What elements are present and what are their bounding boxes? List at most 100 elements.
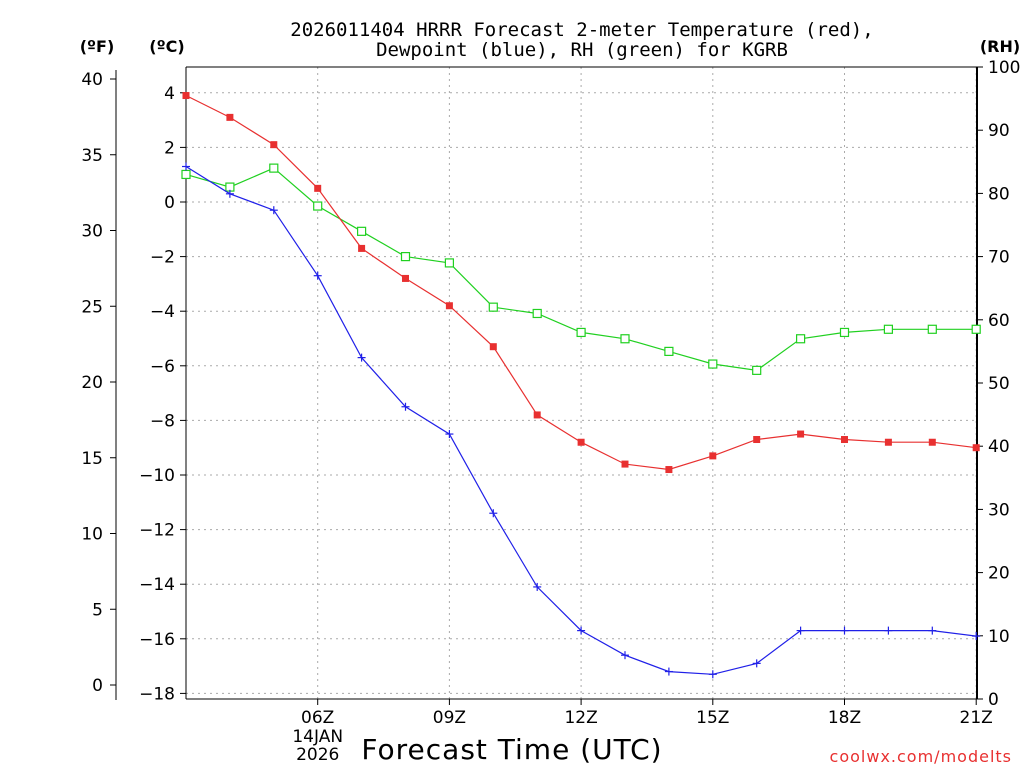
x-axis-label: Forecast Time (UTC) (361, 733, 662, 766)
chart-title-line-1: 2026011404 HRRR Forecast 2-meter Tempera… (290, 19, 873, 41)
rh-point (795, 334, 806, 344)
fahrenheit-tick-label: 25 (81, 297, 103, 317)
dewpoint-point (533, 582, 542, 591)
fahrenheit-tick-label: 30 (81, 222, 103, 242)
celsius-tick-label: −14 (139, 575, 175, 595)
temperature-point (621, 460, 629, 468)
rh-tick-label: 40 (988, 437, 1010, 457)
dewpoint-point (621, 651, 629, 660)
fahrenheit-axis: 40 35 30 25 20 15 10 5 0 (81, 70, 117, 700)
dewpoint-point (752, 659, 761, 668)
rh-point (576, 327, 586, 338)
rh-tick-label: 80 (988, 184, 1010, 204)
rh-point (269, 163, 279, 173)
chart-axes (185, 66, 978, 700)
rh-point (752, 365, 762, 375)
fahrenheit-tick-label: 35 (81, 146, 103, 166)
series-group (181, 92, 981, 679)
temperature-point (753, 436, 761, 444)
rh-unit-label: (RH) (980, 37, 1020, 56)
temperature-point (402, 274, 409, 282)
temperature-point (884, 438, 892, 446)
rh-point (620, 334, 630, 344)
rh-point (971, 324, 981, 334)
rh-tick-label: 50 (988, 374, 1010, 394)
fahrenheit-tick-label: 40 (81, 70, 103, 90)
rh-point (664, 346, 674, 356)
temperature-point (445, 302, 453, 310)
temperature-point (972, 444, 980, 452)
celsius-tick-label: −16 (139, 630, 175, 650)
date-label-day: 14JAN (292, 727, 343, 747)
rh-point (839, 327, 850, 338)
temperature-point (533, 411, 541, 419)
grid-lines (186, 67, 977, 699)
rh-tick-label: 20 (988, 564, 1010, 584)
fahrenheit-unit-label: (ºF) (80, 37, 115, 56)
rh-tick-label: 60 (988, 311, 1010, 331)
temperature-point (182, 92, 190, 100)
rh-tick-label: 90 (988, 121, 1010, 141)
time-tick-label: 18Z (828, 708, 861, 728)
rh-point (181, 169, 191, 180)
dewpoint-point (489, 509, 498, 518)
rh-point (313, 201, 323, 211)
rh-point (927, 324, 937, 334)
dewpoint-point (225, 189, 234, 198)
rh-point (357, 226, 367, 236)
dewpoint-point (357, 353, 366, 362)
dewpoint-point (445, 430, 454, 439)
fahrenheit-tick-label: 20 (81, 373, 103, 393)
rh-tick-label: 10 (988, 627, 1010, 647)
time-tick-label: 12Z (564, 708, 597, 728)
dewpoint-point (664, 667, 673, 676)
celsius-axis: 4 2 0 −2 −4 −6 −8 −10 −12 −14 −16 −18 (139, 84, 186, 704)
temperature-point (489, 343, 497, 351)
temperature-point (665, 466, 673, 474)
rh-point (400, 252, 411, 262)
fahrenheit-tick-label: 10 (81, 525, 103, 545)
dewpoint-point (401, 402, 410, 411)
time-axis: 06Z 09Z 12Z 15Z 18Z 21Z (301, 699, 993, 728)
celsius-tick-label: −2 (150, 248, 175, 268)
dewpoint-point (182, 162, 190, 171)
dewpoint-point (313, 271, 322, 280)
celsius-tick-label: −10 (139, 466, 175, 486)
fahrenheit-tick-label: 5 (92, 600, 103, 620)
credit-label: coolwx.com/modelts (830, 747, 1012, 766)
rh-point (488, 302, 498, 312)
temperature-point (709, 452, 717, 460)
dewpoint-point (928, 626, 937, 635)
dewpoint-point (708, 670, 717, 679)
dewpoint-point (269, 206, 278, 215)
celsius-tick-label: −18 (139, 684, 175, 704)
celsius-tick-label: −6 (150, 357, 175, 377)
temperature-point (314, 184, 322, 192)
celsius-tick-label: −12 (139, 521, 175, 541)
fahrenheit-tick-label: 0 (92, 676, 103, 696)
celsius-tick-label: 0 (164, 193, 175, 213)
celsius-unit-label: (ºC) (149, 37, 184, 56)
fahrenheit-tick-label: 15 (81, 449, 103, 469)
dewpoint-point (796, 626, 805, 635)
chart-title-line-2: Dewpoint (blue), RH (green) for KGRB (376, 39, 788, 61)
time-tick-label: 15Z (696, 708, 729, 728)
date-label-year: 2026 (296, 745, 339, 765)
celsius-tick-label: −8 (150, 411, 175, 431)
rh-point (883, 324, 894, 334)
rh-point (708, 359, 718, 369)
temperature-point (358, 244, 366, 252)
time-tick-label: 06Z (301, 708, 334, 728)
dewpoint-point (577, 626, 586, 635)
temperature-point (226, 113, 234, 121)
rh-tick-label: 70 (988, 248, 1010, 268)
time-tick-label: 21Z (960, 708, 993, 728)
time-tick-label: 09Z (433, 708, 466, 728)
dewpoint-point (884, 626, 893, 635)
rh-tick-label: 0 (988, 690, 999, 710)
rh-line (185, 167, 977, 372)
dewpoint-point (840, 626, 849, 635)
dewpoint-point (972, 632, 981, 641)
